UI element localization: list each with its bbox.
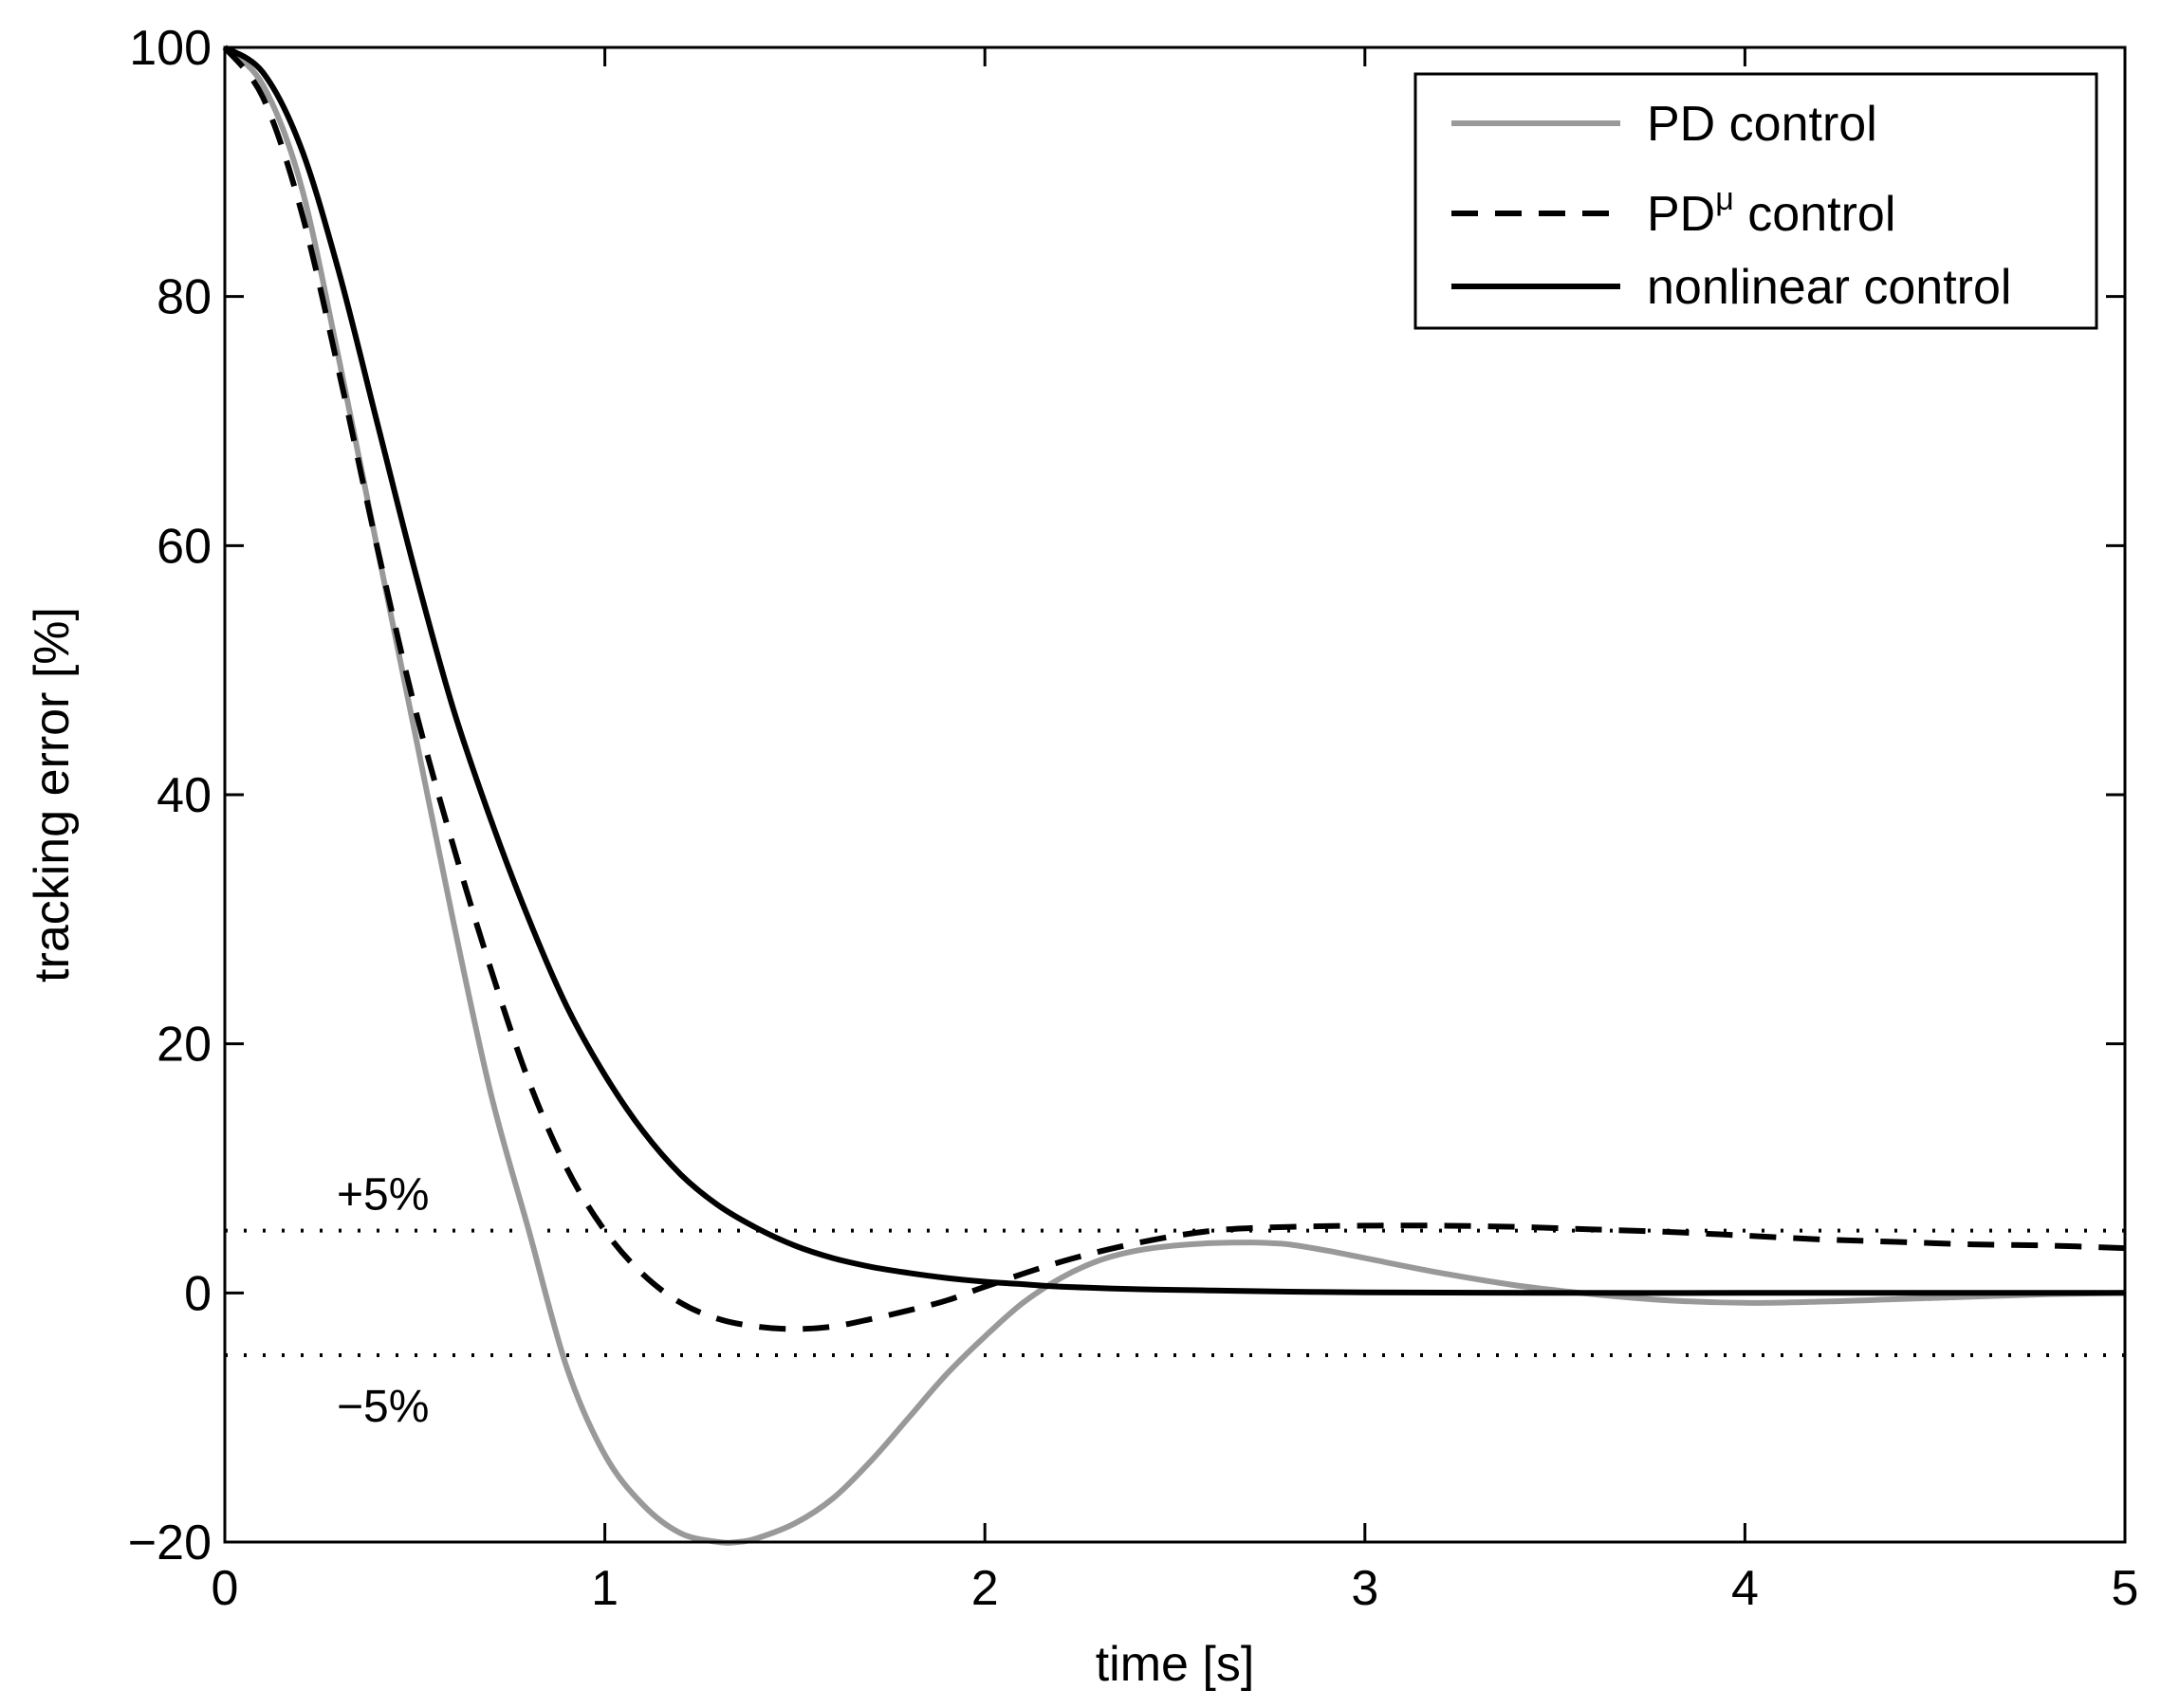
y-tick-label: 40 [157, 768, 212, 823]
y-axis-title: tracking error [%] [25, 607, 80, 983]
y-tick-label: 60 [157, 519, 212, 574]
series-lines [222, 45, 2126, 1546]
axis-ticks [223, 46, 2127, 1544]
x-tick-label: 2 [971, 1561, 999, 1616]
y-tick-label: 80 [157, 270, 212, 325]
legend-label-pd-base: PD control [1647, 97, 1877, 152]
legend-label-pdmu: PDμ control [1647, 181, 1895, 242]
legend-label-nonlinear: nonlinear control [1647, 260, 2011, 315]
legend-label-pdmu-tail: control [1734, 187, 1896, 242]
y-tick-label: −20 [128, 1515, 212, 1570]
y-tick-label: 20 [157, 1018, 212, 1073]
x-tick-label: 5 [2112, 1561, 2139, 1616]
y-tick-label: 0 [184, 1266, 212, 1321]
lower-band-label: −5% [337, 1382, 429, 1432]
series-line-nonlinear [223, 45, 2125, 1296]
legend-label-nonlinear-base: nonlinear control [1647, 260, 2011, 315]
x-tick-label: 1 [591, 1561, 619, 1616]
x-tick-label: 3 [1351, 1561, 1378, 1616]
legend-label-pd: PD control [1647, 97, 1877, 152]
x-tick-label: 0 [212, 1561, 239, 1616]
x-axis-title: time [s] [1096, 1637, 1255, 1692]
upper-band-label: +5% [337, 1170, 429, 1221]
legend-label-pdmu-base: PD [1647, 187, 1715, 242]
y-axis-tick-labels: −20 0 20 40 60 80 100 [128, 21, 212, 1570]
legend: PD control PDμ control nonlinear control [1413, 72, 2098, 330]
y-tick-label: 100 [129, 21, 212, 76]
tolerance-bands [225, 1228, 2125, 1357]
x-tick-label: 4 [1731, 1561, 1759, 1616]
series-line-pdmu [222, 46, 2126, 1332]
legend-label-pdmu-superscript: μ [1715, 181, 1734, 217]
x-axis-tick-labels: 0 1 2 3 4 5 [212, 1561, 2139, 1616]
